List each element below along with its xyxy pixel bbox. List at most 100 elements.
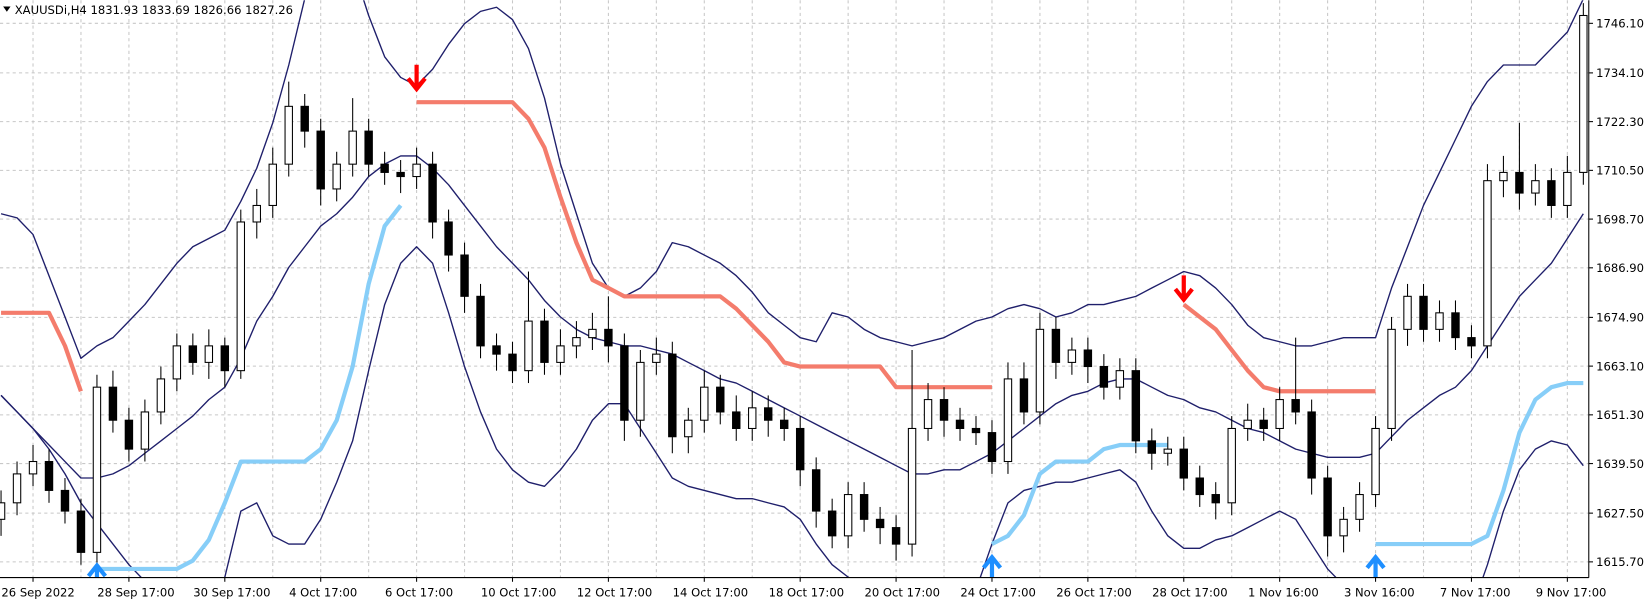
- candle-body: [700, 386, 709, 421]
- candle-body: [1499, 171, 1508, 182]
- x-tick-label: 12 Oct 17:00: [577, 586, 652, 600]
- x-tick-label: 28 Oct 17:00: [1152, 586, 1227, 600]
- candle-body: [620, 345, 629, 421]
- x-tick-label: 10 Oct 17:00: [481, 586, 556, 600]
- candle-body: [396, 171, 405, 178]
- candle-body: [1467, 337, 1476, 347]
- candle-body: [220, 345, 230, 372]
- candle-body: [827, 510, 837, 537]
- candle-body: [1195, 477, 1204, 496]
- candle-body: [428, 163, 437, 223]
- candle-body: [875, 518, 885, 529]
- candle-body: [604, 328, 613, 347]
- candle-body: [1227, 427, 1236, 504]
- candle-body: [748, 407, 757, 430]
- candle-body: [843, 494, 853, 537]
- x-tick-label: 14 Oct 17:00: [673, 586, 748, 600]
- y-tick-label: 1627.50: [1596, 506, 1644, 520]
- candle-body: [1435, 312, 1444, 330]
- candle-body: [1531, 180, 1540, 194]
- candle-body: [971, 427, 981, 434]
- x-tick-label: 9 Nov 17:00: [1536, 586, 1607, 600]
- candle-body: [684, 419, 693, 438]
- x-tick-label: 26 Sep 2022: [1, 586, 74, 600]
- y-tick-label: 1686.90: [1596, 261, 1644, 275]
- candle-body: [236, 221, 246, 372]
- x-tick-label: 24 Oct 17:00: [960, 586, 1035, 600]
- candle-body: [44, 460, 54, 491]
- y-tick-label: 1722.30: [1596, 115, 1644, 129]
- candle-body: [140, 411, 150, 450]
- buy-arrow: [981, 553, 1003, 578]
- candle-body: [764, 407, 773, 421]
- candle-body: [955, 419, 965, 430]
- candle-body: [1051, 328, 1061, 363]
- candle-body: [732, 411, 741, 430]
- candle-body: [652, 353, 661, 363]
- candle-body: [1291, 399, 1300, 413]
- y-tick-label: 1746.10: [1596, 17, 1644, 31]
- candle-body: [508, 353, 517, 372]
- candle-body: [0, 502, 6, 520]
- candle-body: [284, 105, 293, 165]
- candle-body: [859, 494, 869, 520]
- candle-body: [1147, 440, 1157, 454]
- buy-stop-line: [96, 204, 1584, 572]
- candle-body: [332, 163, 341, 190]
- candle-body: [1099, 365, 1109, 388]
- candle-body: [380, 163, 389, 173]
- candle-body: [1355, 494, 1364, 520]
- candle-body: [60, 489, 70, 512]
- candle-body: [1115, 370, 1125, 388]
- x-tick-label: 3 Nov 16:00: [1344, 586, 1415, 600]
- candle-body: [476, 295, 485, 347]
- candle-body: [1547, 180, 1556, 206]
- x-tick-label: 4 Oct 17:00: [289, 586, 357, 600]
- y-tick-label: 1710.50: [1596, 164, 1644, 178]
- candle-body: [1019, 378, 1029, 413]
- candle-body: [92, 386, 102, 553]
- y-tick-label: 1734.10: [1596, 66, 1644, 80]
- candle-body: [1419, 295, 1428, 330]
- candle-body: [1243, 419, 1252, 430]
- buy-arrow: [1365, 553, 1386, 578]
- candle-body: [923, 399, 933, 430]
- candle-body: [1211, 494, 1220, 504]
- candle-body: [412, 163, 421, 178]
- x-tick-label: 20 Oct 17:00: [864, 586, 939, 600]
- y-tick-label: 1651.30: [1596, 408, 1644, 422]
- candle-body: [108, 386, 118, 421]
- candle-body: [540, 320, 549, 363]
- candle-body: [316, 130, 325, 190]
- candle-body: [204, 345, 214, 363]
- x-tick-label: 18 Oct 17:00: [769, 586, 844, 600]
- candle-body: [76, 510, 86, 553]
- candle-body: [460, 254, 469, 297]
- middle-band: [0, 155, 1584, 479]
- candle-body: [588, 328, 597, 339]
- candle-body: [1483, 180, 1492, 347]
- candle-body: [156, 378, 166, 413]
- plot-area: [0, 0, 1588, 578]
- candle-body: [1451, 312, 1460, 339]
- candle-body: [891, 527, 901, 545]
- candle-body: [795, 427, 805, 471]
- candle-body: [492, 345, 501, 355]
- candle-body: [1307, 411, 1316, 479]
- x-tick-label: 26 Oct 17:00: [1056, 586, 1131, 600]
- candle-body: [124, 419, 134, 450]
- candle-body: [1067, 349, 1077, 363]
- candle-body: [668, 353, 677, 438]
- candle-body: [1275, 399, 1284, 430]
- candle-body: [252, 204, 261, 223]
- candle-body: [716, 386, 725, 413]
- x-tick-label: 28 Sep 17:00: [97, 586, 174, 600]
- candle-body: [364, 130, 373, 165]
- menu-triangle[interactable]: [3, 6, 11, 12]
- chart-title: XAUUSDi,H4 1831.93 1833.69 1826.66 1827.…: [15, 3, 293, 17]
- candle-body: [444, 221, 453, 256]
- candle-body: [987, 432, 997, 463]
- candle-body: [28, 460, 38, 475]
